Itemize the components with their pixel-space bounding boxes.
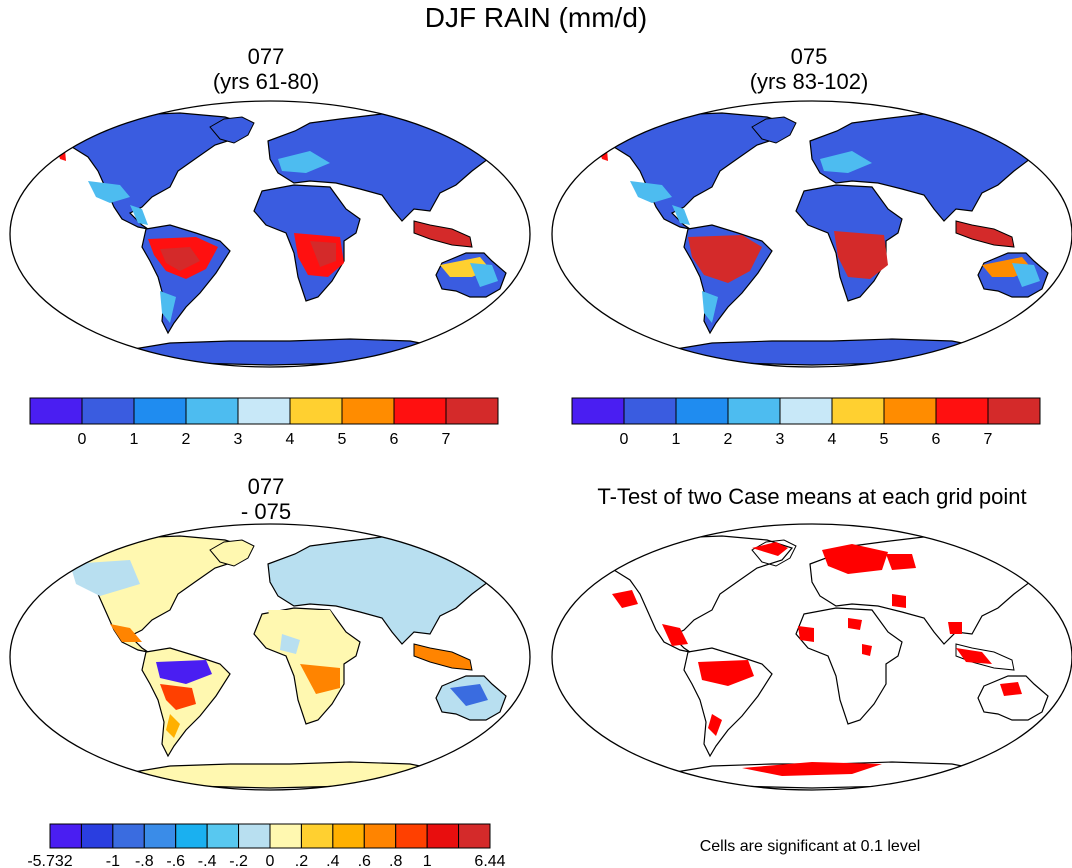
colorbar-swatch: [363, 823, 397, 849]
colorbar-tick-label: 3: [776, 431, 785, 448]
colorbar-swatch: [393, 397, 447, 425]
colorbar-absolute-075: 0 1 2 3 4 5 6 7: [571, 397, 1041, 448]
colorbar-swatch: [426, 823, 460, 849]
colorbar-tick-label: 4: [286, 431, 295, 448]
colorbar-swatch: [831, 397, 885, 425]
colorbar-swatch: [332, 823, 365, 849]
colorbar-tick-label: 6: [932, 431, 941, 448]
panel-title-line1: 077: [247, 44, 285, 69]
map-panel-075: [551, 100, 1072, 368]
significant-cells: [612, 542, 1022, 776]
colorbar-tick-label: -.4: [198, 853, 217, 868]
colorbar-tick-label: .4: [326, 853, 339, 868]
colorbar-tick-label: 6: [390, 431, 399, 448]
colorbar-tick-label: 0: [78, 431, 87, 448]
map-border: [9, 523, 531, 791]
colorbar-tick-label: -1: [106, 853, 120, 868]
colorbar-tick-label: .8: [389, 853, 402, 868]
colorbar-tick-label: 4: [828, 431, 837, 448]
colorbar-swatch: [289, 397, 343, 425]
map-border: [551, 523, 1072, 791]
map-panel-ttest: [551, 523, 1072, 791]
colorbar-swatch: [29, 397, 83, 425]
colorbar-swatch: [341, 397, 395, 425]
colorbar-swatch: [175, 823, 208, 849]
colorbar-swatch: [445, 397, 499, 425]
colorbar-swatch: [237, 397, 291, 425]
colorbar-tick-label: 1: [423, 853, 432, 868]
colorbar-tick-label: -5.732: [27, 853, 72, 868]
colorbar-tick-label: .6: [358, 853, 371, 868]
colorbar-swatch: [49, 823, 82, 849]
antarctica-landmass: [663, 338, 993, 366]
colorbar-swatch: [300, 823, 334, 849]
colorbar-swatch: [80, 823, 114, 849]
panel-title-difference: 077 - 075: [116, 474, 416, 524]
colorbar-swatch: [779, 397, 833, 425]
panel-title-line1: 075: [790, 44, 828, 69]
colorbar-tick-label: 7: [984, 431, 993, 448]
colorbar-tick-label: 0: [266, 853, 275, 868]
colorbar-tick-label: 2: [182, 431, 191, 448]
colorbar-tick-label: 1: [672, 431, 681, 448]
colorbar-swatch: [675, 397, 729, 425]
map-border: [9, 100, 531, 368]
colorbar-swatch: [987, 397, 1041, 425]
colorbar-tick-label: 3: [234, 431, 243, 448]
map-border: [551, 100, 1072, 368]
antarctica-landmass: [121, 761, 451, 789]
map-panel-077: [9, 100, 531, 368]
colorbar-swatch: [727, 397, 781, 425]
colorbar-swatch: [458, 823, 491, 849]
panel-title-075: 075 (yrs 83-102): [659, 44, 959, 94]
colorbar-swatch: [571, 397, 625, 425]
colorbar-swatch: [623, 397, 677, 425]
colorbar-tick-label: 5: [338, 431, 347, 448]
colorbar-tick-label: 2: [724, 431, 733, 448]
panel-title-line2: (yrs 61-80): [212, 69, 320, 94]
panel-title-line2: - 075: [240, 499, 292, 524]
colorbar-swatch: [81, 397, 135, 425]
panel-title-line2: (yrs 83-102): [749, 69, 869, 94]
colorbar-tick-label: 7: [442, 431, 451, 448]
colorbar-swatch: [112, 823, 145, 849]
colorbar-swatch: [883, 397, 937, 425]
colorbar-tick-label: 0: [620, 431, 629, 448]
colorbar-swatch: [206, 823, 240, 849]
colorbar-tick-label: .2: [295, 853, 308, 868]
colorbar-tick-label: -.8: [135, 853, 154, 868]
colorbar-tick-label: 1: [130, 431, 139, 448]
map-panel-difference: [9, 523, 531, 791]
colorbar-swatch: [395, 823, 428, 849]
figure-title: DJF RAIN (mm/d): [424, 2, 648, 33]
colorbar-tick-label: -.6: [166, 853, 185, 868]
panel-title-077: 077 (yrs 61-80): [116, 44, 416, 94]
colorbar-swatch: [133, 397, 187, 425]
colorbar-swatch: [185, 397, 239, 425]
colorbar-tick-label: -.2: [229, 853, 248, 868]
colorbar-tick-label: 5: [880, 431, 889, 448]
significance-note: Cells are significant at 0.1 level: [699, 838, 921, 855]
colorbar-swatch: [935, 397, 989, 425]
colorbar-swatch: [269, 823, 302, 849]
colorbar-swatch: [238, 823, 271, 849]
colorbar-tick-label: 6.44: [474, 853, 505, 868]
antarctica-landmass: [121, 338, 451, 366]
colorbar-absolute-077: 0 1 2 3 4 5 6 7: [29, 397, 499, 448]
panel-title-line1: 077: [247, 474, 285, 499]
colorbar-swatch: [143, 823, 177, 849]
colorbar-difference: -5.732 -1 -.8 -.6 -.4 -.2 0 .2 .4 .6 .8 1 6.44: [27, 823, 506, 868]
panel-title-ttest: T-Test of two Case means at each grid po…: [597, 484, 1027, 509]
